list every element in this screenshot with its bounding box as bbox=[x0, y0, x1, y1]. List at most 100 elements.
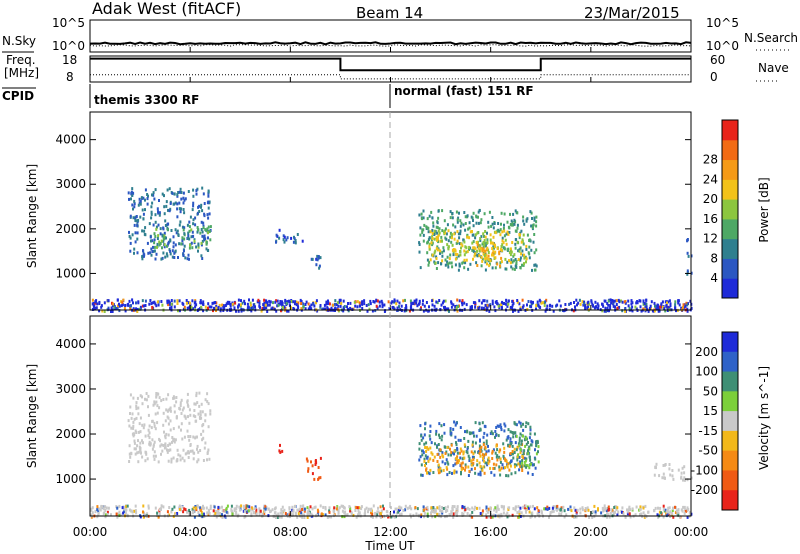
clutter-cell bbox=[365, 304, 368, 307]
echo-cell bbox=[202, 226, 205, 230]
clutter-cell bbox=[217, 507, 220, 511]
echo-cell bbox=[201, 257, 204, 260]
echo-cell bbox=[151, 250, 154, 253]
clutter-cell bbox=[171, 507, 174, 511]
echo-cell bbox=[511, 241, 514, 244]
echo-cell bbox=[163, 194, 165, 198]
clutter-cell bbox=[680, 306, 683, 310]
clutter-cell bbox=[200, 510, 203, 514]
clutter-cell bbox=[230, 509, 233, 513]
clutter-cell bbox=[609, 306, 612, 310]
echo-cell bbox=[180, 207, 183, 211]
echo-cell bbox=[131, 233, 134, 237]
clutter-cell bbox=[354, 304, 357, 308]
clutter-cell bbox=[196, 504, 199, 508]
clutter-cell bbox=[494, 309, 497, 313]
echo-cell bbox=[423, 457, 426, 461]
clutter-cell bbox=[684, 304, 687, 308]
echo-cell bbox=[428, 434, 431, 438]
echo-cell bbox=[477, 472, 480, 476]
echo-cell bbox=[440, 469, 443, 473]
clutter-cell bbox=[409, 299, 412, 303]
clutter-cell bbox=[461, 303, 464, 307]
echo-cell bbox=[194, 402, 197, 406]
clutter-cell bbox=[521, 305, 524, 309]
echo-cell bbox=[191, 246, 194, 250]
clutter-cell bbox=[319, 305, 322, 309]
echo-cell bbox=[527, 422, 530, 426]
clutter-cell bbox=[279, 511, 282, 515]
echo-cell bbox=[511, 444, 514, 448]
echo-cell bbox=[420, 434, 423, 438]
echo-cell bbox=[520, 442, 523, 446]
clutter-cell bbox=[258, 507, 261, 511]
echo-cell bbox=[446, 255, 449, 259]
clutter-cell bbox=[612, 513, 615, 517]
clutter-cell bbox=[606, 307, 609, 310]
echo-cell bbox=[508, 231, 511, 234]
echo-cell bbox=[485, 256, 488, 260]
echo-cell bbox=[428, 472, 431, 476]
echo-cell bbox=[459, 253, 462, 257]
clutter-cell bbox=[493, 508, 496, 512]
clutter-cell bbox=[666, 510, 669, 514]
echo-cell bbox=[459, 250, 462, 253]
echo-cell bbox=[141, 455, 144, 459]
echo-cell bbox=[196, 401, 199, 405]
clutter-cell bbox=[439, 509, 442, 513]
clutter-cell bbox=[281, 306, 284, 310]
echo-cell bbox=[680, 476, 682, 480]
echo-cell bbox=[156, 245, 158, 249]
clutter-cell bbox=[270, 509, 272, 513]
echo-cell bbox=[142, 249, 144, 253]
echo-cell bbox=[477, 246, 480, 250]
echo-cell bbox=[478, 249, 481, 253]
echo-cell bbox=[429, 230, 432, 234]
echo-cell bbox=[311, 464, 314, 468]
clutter-cell bbox=[658, 309, 661, 313]
clutter-cell bbox=[290, 300, 293, 303]
clutter-cell bbox=[415, 298, 418, 302]
echo-cell bbox=[435, 236, 438, 240]
clutter-cell bbox=[687, 508, 690, 511]
clutter-cell bbox=[611, 299, 614, 302]
clutter-cell bbox=[183, 507, 186, 511]
echo-cell bbox=[491, 253, 493, 257]
clutter-cell bbox=[606, 309, 609, 313]
clutter-cell bbox=[404, 504, 407, 508]
clutter-cell bbox=[94, 510, 97, 514]
echo-cell bbox=[197, 211, 199, 215]
clutter-cell bbox=[324, 513, 327, 517]
echo-cell bbox=[496, 458, 499, 462]
echo-cell bbox=[463, 437, 466, 440]
clutter-cell bbox=[686, 515, 689, 519]
range-tick-label: 2000 bbox=[55, 222, 86, 236]
clutter-cell bbox=[525, 510, 527, 514]
clutter-cell bbox=[214, 512, 217, 515]
echo-cell bbox=[206, 452, 209, 455]
clutter-cell bbox=[262, 303, 265, 307]
echo-cell bbox=[197, 412, 200, 416]
clutter-cell bbox=[601, 506, 604, 510]
echo-cell bbox=[296, 233, 299, 236]
echo-cell bbox=[519, 246, 522, 250]
echo-cell bbox=[484, 461, 487, 465]
echo-cell bbox=[474, 421, 477, 425]
clutter-cell bbox=[548, 506, 551, 510]
echo-cell bbox=[525, 457, 528, 461]
clutter-cell bbox=[438, 505, 441, 509]
echo-cell bbox=[424, 422, 427, 426]
clutter-cell bbox=[182, 307, 185, 311]
echo-cell bbox=[131, 194, 134, 197]
echo-cell bbox=[436, 248, 439, 252]
echo-cell bbox=[169, 406, 172, 410]
colorbar-tick-label: 100 bbox=[695, 365, 718, 379]
clutter-cell bbox=[494, 506, 497, 510]
echo-cell bbox=[317, 255, 320, 258]
clutter-cell bbox=[264, 303, 267, 307]
echo-cell bbox=[499, 457, 502, 461]
echo-cell bbox=[148, 442, 151, 446]
echo-cell bbox=[174, 228, 177, 232]
clutter-cell bbox=[211, 301, 214, 305]
clutter-cell bbox=[185, 301, 188, 305]
